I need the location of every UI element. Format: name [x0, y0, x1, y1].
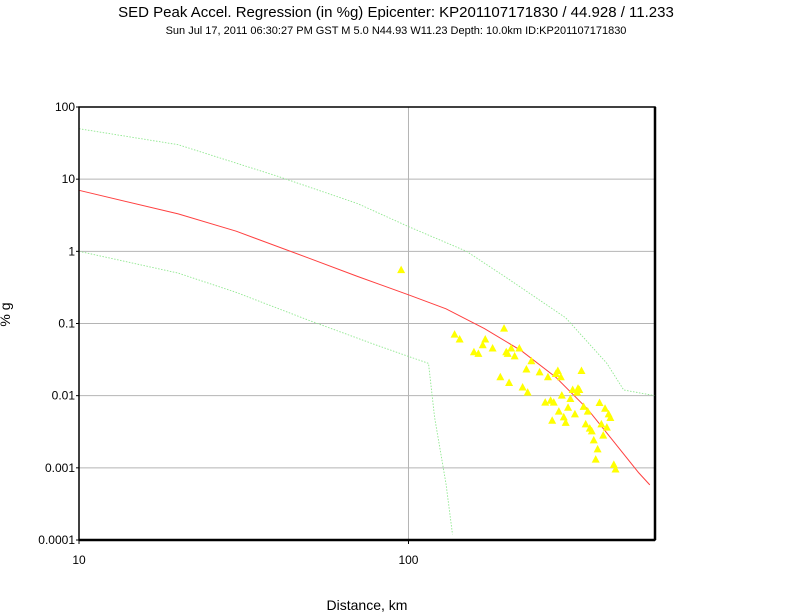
- data-point: [589, 435, 598, 444]
- upper-bound-line: [78, 128, 656, 397]
- data-point: [397, 265, 406, 274]
- data-point: [554, 407, 563, 415]
- data-point: [553, 366, 562, 374]
- bound-curves: [78, 128, 656, 535]
- data-point: [587, 426, 596, 435]
- data-point: [469, 347, 478, 356]
- data-point: [535, 367, 544, 376]
- data-point: [455, 335, 464, 343]
- data-point: [570, 409, 579, 418]
- data-point: [488, 344, 497, 352]
- data-point: [527, 356, 536, 365]
- y-tick-label-5: 10: [62, 172, 76, 186]
- data-point: [541, 398, 550, 406]
- lower-bound-line: [78, 250, 453, 535]
- data-point: [566, 394, 575, 402]
- data-point: [591, 455, 600, 463]
- data-point: [579, 402, 588, 410]
- data-point: [474, 349, 483, 357]
- data-point: [522, 365, 531, 373]
- data-point: [500, 324, 509, 332]
- x-tick-label-1: 100: [398, 553, 418, 567]
- data-point: [518, 382, 527, 391]
- data-point: [503, 349, 512, 357]
- data-point: [564, 403, 573, 411]
- x-axis-title: Distance, km: [327, 597, 408, 612]
- data-point: [609, 460, 618, 468]
- regression-line: [78, 189, 651, 486]
- data-points: [397, 265, 620, 473]
- data-point: [481, 335, 490, 343]
- y-axis-title: % g: [0, 302, 13, 326]
- data-point: [606, 413, 615, 422]
- data-point: [515, 344, 524, 352]
- data-point: [496, 372, 505, 381]
- data-point: [510, 351, 519, 360]
- data-point: [450, 330, 459, 338]
- data-point: [611, 464, 620, 473]
- data-point: [593, 444, 602, 453]
- data-point: [523, 388, 532, 396]
- data-point: [549, 398, 558, 406]
- chart-subtitle: Sun Jul 17, 2011 06:30:27 PM GST M 5.0 N…: [165, 25, 627, 37]
- data-point: [507, 344, 516, 352]
- data-point: [543, 372, 552, 381]
- data-point: [561, 418, 570, 426]
- data-point: [575, 385, 584, 393]
- data-point: [556, 372, 565, 381]
- y-tick-label-1: 0.001: [45, 461, 75, 475]
- data-point: [478, 340, 487, 349]
- data-point: [601, 404, 610, 412]
- y-tick-label-2: 0.01: [52, 389, 76, 403]
- tick-labels: 0.0001 0.001 0.01 0.1 1 10 100 10 100: [38, 100, 419, 567]
- y-tick-label-6: 100: [55, 100, 75, 114]
- data-point: [597, 419, 606, 428]
- data-point: [581, 419, 590, 428]
- regression-curve: [78, 189, 651, 486]
- data-point: [595, 398, 604, 407]
- x-tick-label-0: 10: [72, 553, 86, 567]
- data-point: [577, 366, 586, 374]
- data-point: [505, 378, 514, 386]
- grid-lines: [78, 106, 657, 542]
- y-tick-label-4: 1: [68, 244, 75, 258]
- data-point: [548, 416, 557, 424]
- data-point: [602, 423, 611, 431]
- y-tick-label-0: 0.0001: [38, 533, 75, 547]
- y-tick-label-3: 0.1: [58, 317, 75, 331]
- data-point: [599, 431, 608, 439]
- data-point: [583, 407, 592, 415]
- data-point: [557, 391, 566, 399]
- chart-title: SED Peak Accel. Regression (in %g) Epice…: [118, 4, 674, 21]
